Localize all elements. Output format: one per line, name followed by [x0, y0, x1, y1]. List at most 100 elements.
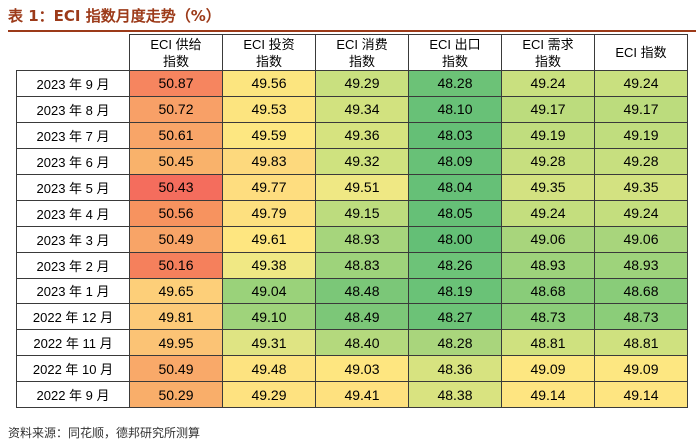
value-cell: 49.29: [315, 70, 409, 97]
row-label: 2023 年 9 月: [16, 70, 130, 97]
value-cell: 49.24: [594, 199, 688, 227]
column-header-line1: ECI 消费: [336, 36, 388, 52]
value-cell: 48.09: [408, 147, 502, 175]
column-header: ECI 消费 指数: [315, 34, 409, 71]
column-header: ECI 需求 指数: [501, 34, 595, 71]
table-row: 2023 年 7 月 50.61 49.59 49.36 48.03 49.19 49.19: [16, 121, 688, 149]
column-header: ECI 指数: [594, 34, 688, 71]
value-cell: 50.49: [129, 225, 223, 253]
value-cell: 48.00: [408, 225, 502, 253]
value-cell: 48.68: [594, 277, 688, 305]
value-cell: 49.95: [129, 329, 223, 357]
column-header-line2: 指数: [534, 53, 561, 69]
value-cell: 48.38: [408, 381, 502, 409]
value-cell: 50.49: [129, 355, 223, 383]
value-cell: 48.26: [408, 251, 502, 279]
value-cell: 48.49: [315, 303, 409, 331]
header-row: ECI 供给 指数 ECI 投资 指数 ECI 消费 指数 ECI 出口 指数 ECI 需求 指数…: [16, 34, 688, 71]
row-label: 2023 年 3 月: [16, 225, 130, 253]
value-cell: 49.24: [501, 199, 595, 227]
value-cell: 50.43: [129, 173, 223, 201]
value-cell: 48.81: [594, 329, 688, 357]
table-row: 2022 年 9 月 50.29 49.29 49.41 48.38 49.14 49.14: [16, 381, 688, 409]
value-cell: 48.05: [408, 199, 502, 227]
value-cell: 49.28: [501, 147, 595, 175]
value-cell: 49.17: [594, 95, 688, 123]
value-cell: 48.04: [408, 173, 502, 201]
column-header: ECI 供给 指数: [129, 34, 223, 71]
value-cell: 49.06: [594, 225, 688, 253]
value-cell: 49.04: [222, 277, 316, 305]
column-header-line2: 指数: [162, 53, 189, 69]
value-cell: 49.81: [129, 303, 223, 331]
row-label: 2023 年 5 月: [16, 173, 130, 201]
value-cell: 50.45: [129, 147, 223, 175]
value-cell: 49.14: [594, 381, 688, 409]
row-label: 2022 年 11 月: [16, 329, 130, 357]
value-cell: 49.77: [222, 173, 316, 201]
value-cell: 49.28: [594, 147, 688, 175]
table-row: 2023 年 3 月 50.49 49.61 48.93 48.00 49.06 49.06: [16, 225, 688, 253]
column-header: ECI 投资 指数: [222, 34, 316, 71]
value-cell: 49.35: [594, 173, 688, 201]
source-note: 资料来源：同花顺，德邦研究所测算: [8, 426, 201, 440]
row-label: 2023 年 2 月: [16, 251, 130, 279]
value-cell: 50.61: [129, 121, 223, 149]
value-cell: 48.19: [408, 277, 502, 305]
value-cell: 48.93: [594, 251, 688, 279]
value-cell: 49.53: [222, 95, 316, 123]
table-row: 2022 年 11 月 49.95 49.31 48.40 48.28 48.81 48.8…: [16, 329, 688, 357]
value-cell: 48.81: [501, 329, 595, 357]
value-cell: 49.51: [315, 173, 409, 201]
value-cell: 49.19: [501, 121, 595, 149]
row-label: 2022 年 12 月: [16, 303, 130, 331]
column-header-line2: 指数: [255, 53, 282, 69]
value-cell: 49.35: [501, 173, 595, 201]
value-cell: 49.24: [501, 70, 595, 97]
table-row: 2022 年 12 月 49.81 49.10 48.49 48.27 48.73 48.7…: [16, 303, 688, 331]
eci-table: ECI 供给 指数 ECI 投资 指数 ECI 消费 指数 ECI 出口 指数 ECI 需求 指数…: [16, 34, 688, 409]
row-label: 2022 年 9 月: [16, 381, 130, 409]
table-row: 2023 年 5 月 50.43 49.77 49.51 48.04 49.35 49.35: [16, 173, 688, 201]
table-row: 2023 年 9 月 50.87 49.56 49.29 48.28 49.24 49.24: [16, 70, 688, 97]
title-rule: [8, 30, 696, 32]
value-cell: 49.36: [315, 121, 409, 149]
table-row: 2023 年 8 月 50.72 49.53 49.34 48.10 49.17 49.17: [16, 95, 688, 123]
corner-cell: [16, 34, 130, 71]
value-cell: 48.73: [594, 303, 688, 331]
table-row: 2022 年 10 月 50.49 49.48 49.03 48.36 49.09 49.0…: [16, 355, 688, 383]
value-cell: 48.03: [408, 121, 502, 149]
row-label: 2022 年 10 月: [16, 355, 130, 383]
value-cell: 50.87: [129, 70, 223, 97]
value-cell: 50.72: [129, 95, 223, 123]
value-cell: 49.31: [222, 329, 316, 357]
value-cell: 49.41: [315, 381, 409, 409]
value-cell: 49.38: [222, 251, 316, 279]
value-cell: 49.19: [594, 121, 688, 149]
value-cell: 49.03: [315, 355, 409, 383]
value-cell: 49.56: [222, 70, 316, 97]
row-label: 2023 年 1 月: [16, 277, 130, 305]
value-cell: 49.17: [501, 95, 595, 123]
value-cell: 50.56: [129, 199, 223, 227]
row-label: 2023 年 4 月: [16, 199, 130, 227]
value-cell: 48.28: [408, 70, 502, 97]
value-cell: 48.10: [408, 95, 502, 123]
row-label: 2023 年 6 月: [16, 147, 130, 175]
row-label: 2023 年 7 月: [16, 121, 130, 149]
table-row: 2023 年 1 月 49.65 49.04 48.48 48.19 48.68 48.68: [16, 277, 688, 305]
value-cell: 50.16: [129, 251, 223, 279]
value-cell: 48.28: [408, 329, 502, 357]
value-cell: 49.09: [501, 355, 595, 383]
value-cell: 49.29: [222, 381, 316, 409]
value-cell: 48.93: [501, 251, 595, 279]
value-cell: 48.68: [501, 277, 595, 305]
value-cell: 48.40: [315, 329, 409, 357]
column-header-line1: ECI 投资: [243, 36, 295, 52]
column-header-line1: ECI 指数: [615, 45, 667, 60]
value-cell: 49.09: [594, 355, 688, 383]
value-cell: 49.61: [222, 225, 316, 253]
table-row: 2023 年 6 月 50.45 49.83 49.32 48.09 49.28 49.28: [16, 147, 688, 175]
table-row: 2023 年 2 月 50.16 49.38 48.83 48.26 48.93 48.93: [16, 251, 688, 279]
value-cell: 49.48: [222, 355, 316, 383]
